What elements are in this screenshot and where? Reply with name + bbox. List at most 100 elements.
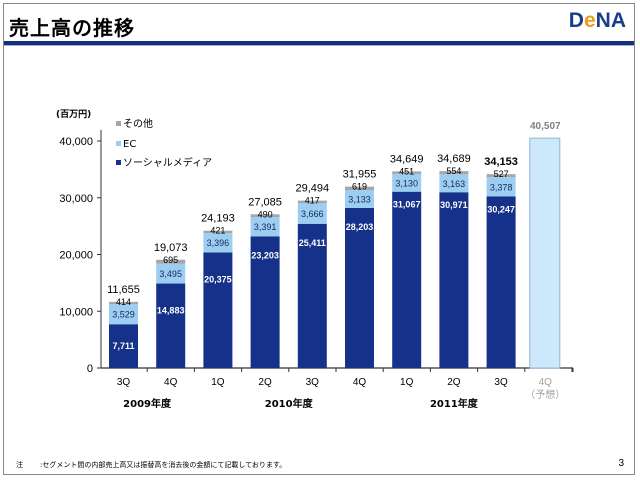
x-tick-label: 3Q — [494, 377, 508, 388]
y-tick-label: 10,000 — [59, 306, 93, 318]
y-tick-label: 40,000 — [59, 136, 93, 148]
data-label-ec: 3,495 — [159, 269, 182, 279]
logo-d: D — [568, 9, 584, 32]
fiscal-year-label: 2010年度 — [265, 397, 314, 410]
total-label: 34,153 — [484, 156, 518, 168]
bar-segment-social-media — [439, 192, 469, 368]
slide-title: 売上高の推移 — [9, 16, 135, 40]
page-number: 3 — [618, 458, 624, 469]
y-tick-label: 0 — [87, 363, 93, 375]
data-label-ec: 3,133 — [348, 195, 371, 205]
x-tick-label: 4Q — [539, 377, 553, 388]
bar-segment-social-media — [203, 252, 233, 368]
bar-segment-social-media — [486, 196, 516, 368]
footnote-text: :セグメント間の内部売上高又は振替高を消去後の金額にて記載しております。 — [40, 461, 287, 469]
legend-swatch — [116, 141, 121, 146]
x-tick-label: 4Q — [353, 377, 367, 388]
bar-segment-ec — [439, 174, 469, 193]
data-label-social-media: 28,203 — [346, 222, 374, 232]
y-tick-label: 30,000 — [59, 193, 93, 205]
bar-segment-other — [109, 301, 138, 305]
bar-segment-other — [203, 230, 233, 234]
x-tick-label: 4Q — [164, 377, 178, 388]
bar-segment-social-media — [297, 223, 327, 368]
data-label-social-media: 30,247 — [487, 204, 515, 214]
legend-label: EC — [123, 139, 136, 150]
bar-segment-ec — [486, 177, 516, 197]
bar-segment-ec — [250, 217, 280, 237]
x-tick-label: 2Q — [447, 377, 461, 388]
slide-frame — [3, 3, 635, 475]
data-label-social-media: 30,971 — [440, 200, 468, 210]
total-label: 19,073 — [154, 242, 188, 254]
legend-swatch — [116, 160, 121, 165]
data-label-ec: 3,391 — [254, 222, 277, 232]
data-label-social-media: 23,203 — [251, 250, 279, 260]
bar-segment-ec — [297, 202, 327, 224]
bar-segment-other — [156, 259, 186, 264]
bar-segment-social-media — [156, 283, 186, 368]
legend-label: ソーシャルメディア — [123, 156, 212, 169]
bar-segment-ec — [156, 263, 186, 284]
data-label-ec: 3,130 — [395, 178, 418, 188]
x-tick-sublabel: （予想） — [525, 388, 565, 401]
data-label-other: 421 — [210, 226, 225, 236]
total-label: 11,655 — [107, 284, 140, 296]
logo-e: e — [583, 9, 596, 32]
x-tick-label: 1Q — [211, 377, 225, 388]
bar-segment-other — [439, 171, 469, 175]
data-label-social-media: 20,375 — [204, 274, 232, 284]
data-label-ec: 3,163 — [443, 179, 466, 189]
x-tick-label: 3Q — [117, 377, 131, 388]
bar-segment-other — [345, 186, 374, 191]
data-label-ec: 3,378 — [490, 182, 513, 192]
y-tick-label: 20,000 — [59, 250, 93, 262]
forecast-bar — [529, 137, 561, 369]
bar-segment-social-media — [250, 236, 280, 368]
bar-segment-social-media — [109, 324, 138, 368]
bar-segment-social-media — [392, 191, 422, 368]
data-label-other: 554 — [446, 166, 461, 176]
fiscal-year-label: 2011年度 — [430, 397, 479, 410]
total-label: 31,955 — [343, 169, 377, 181]
data-label-other: 451 — [399, 166, 414, 176]
forecast-total-label: 40,507 — [530, 121, 561, 132]
x-tick-label: 2Q — [258, 377, 272, 388]
total-label: 29,494 — [295, 183, 329, 195]
bar-segment-ec — [345, 190, 374, 208]
data-label-other: 527 — [494, 169, 509, 179]
data-label-other: 490 — [258, 209, 273, 219]
bar-segment-other — [250, 214, 280, 218]
bar-segment-other — [297, 200, 327, 203]
total-label: 34,649 — [390, 153, 424, 165]
x-tick-label: 3Q — [306, 377, 320, 388]
total-label: 27,085 — [248, 196, 282, 208]
total-label: 34,689 — [437, 153, 471, 165]
bar-segment-other — [392, 171, 422, 174]
data-label-social-media: 25,411 — [299, 238, 326, 248]
data-label-ec: 3,666 — [301, 209, 324, 219]
fiscal-year-label: 2009年度 — [123, 397, 172, 410]
bar-segment-other — [486, 174, 516, 178]
data-label-ec: 3,529 — [112, 310, 135, 320]
dena-logo: DeNA — [569, 9, 626, 33]
data-label-other: 417 — [305, 196, 320, 206]
header-rule — [4, 41, 634, 45]
data-label-ec: 3,396 — [207, 238, 230, 248]
legend-label: その他 — [123, 117, 153, 130]
bar-segment-ec — [203, 233, 233, 253]
data-label-other: 619 — [352, 182, 367, 192]
footnote-label: 注 — [16, 461, 23, 469]
bar-segment-social-media — [345, 207, 374, 368]
bar-segment-ec — [109, 304, 138, 325]
logo-na: NA — [595, 9, 626, 32]
data-label-other: 695 — [163, 255, 178, 265]
data-label-other: 414 — [116, 297, 131, 307]
y-unit-label: (百万円) — [56, 109, 91, 120]
bar-segment-ec — [392, 173, 422, 192]
legend-swatch — [116, 121, 121, 126]
data-label-social-media: 14,883 — [157, 306, 185, 316]
data-label-social-media: 7,711 — [112, 341, 134, 351]
data-label-social-media: 31,067 — [393, 200, 421, 210]
